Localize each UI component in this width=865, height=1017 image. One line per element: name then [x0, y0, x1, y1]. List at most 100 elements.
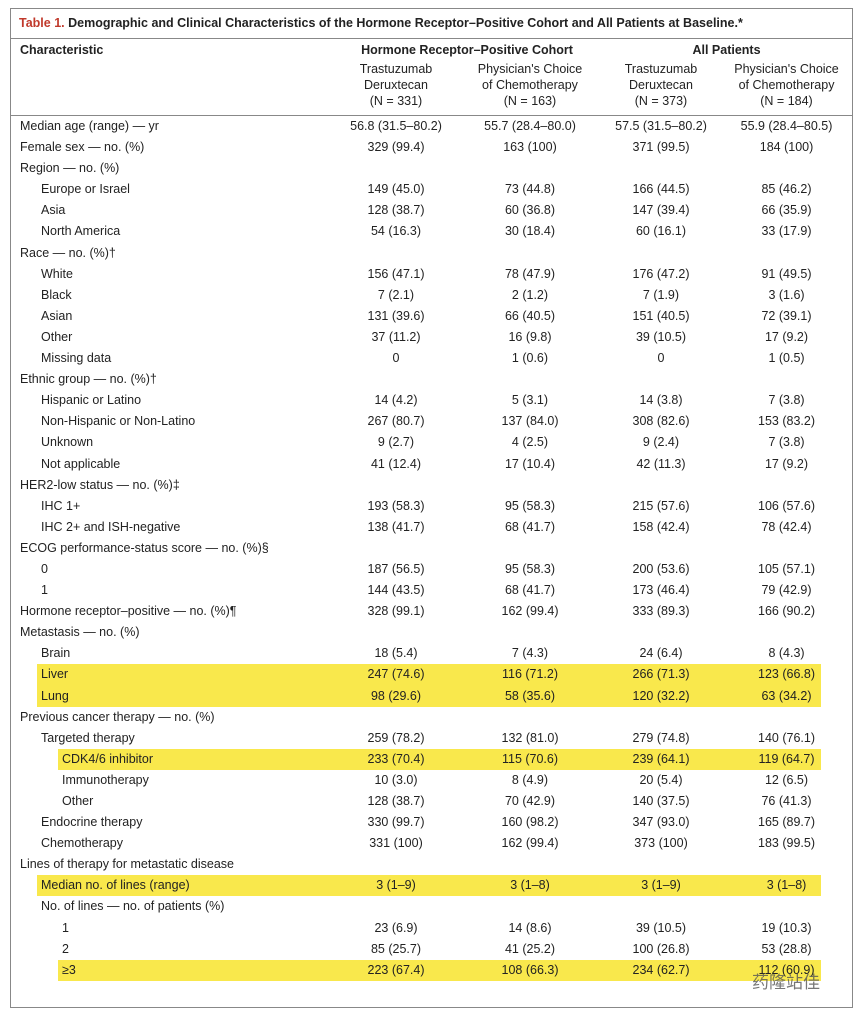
cell: 60 (16.1)	[635, 224, 687, 239]
table-row: Ethnic group — no. (%)†	[11, 369, 852, 390]
column-header-line: Deruxtecan	[629, 78, 693, 92]
cell: 0	[392, 351, 400, 366]
table-row: Unknown 9 (2.7) 4 (2.5) 9 (2.4) 7 (3.8)	[11, 432, 852, 453]
cell: 98 (29.6)	[333, 685, 459, 707]
table-row: Not applicable 41 (12.4) 17 (10.4) 42 (11.3…	[11, 454, 852, 475]
cell: 163 (100)	[503, 140, 557, 155]
row-label: Asian	[41, 308, 73, 323]
column-header-line: (N = 331)	[369, 94, 423, 108]
column-header: Physician's Choice of Chemotherapy (N = 16…	[459, 61, 601, 116]
row-label: Lines of therapy for metastatic disease	[20, 857, 235, 872]
row-label: 1	[62, 920, 69, 935]
cell: 158 (42.4)	[632, 519, 690, 534]
cell: 347 (93.0)	[632, 815, 690, 830]
row-label: Europe or Israel	[41, 182, 130, 197]
cell: 116 (71.2)	[459, 664, 601, 686]
cell: 331 (100)	[369, 836, 423, 851]
row-label: Ethnic group — no. (%)†	[20, 372, 157, 387]
cell: 112 (60.9)	[721, 959, 853, 981]
header-cell: Characteristic	[20, 43, 104, 57]
cell: 162 (99.4)	[501, 604, 559, 619]
cell	[333, 896, 459, 917]
cell	[601, 896, 721, 917]
row-label: Female sex — no. (%)	[20, 140, 145, 155]
cell: 73 (44.8)	[504, 182, 556, 197]
cell: 3 (1–8)	[459, 875, 601, 897]
column-header-row: Trastuzumab Deruxtecan (N = 331) Physician'…	[11, 61, 853, 116]
cell: 58 (35.6)	[459, 685, 601, 707]
cell	[601, 707, 721, 728]
cell: 14 (3.8)	[639, 393, 683, 408]
cell: 108 (66.3)	[459, 959, 601, 981]
row-label: No. of lines — no. of patients (%)	[41, 899, 225, 914]
title-label: Table 1.	[19, 16, 65, 30]
cell	[459, 475, 601, 496]
cell: 115 (70.6)	[459, 748, 601, 770]
cell	[721, 158, 852, 179]
cell: 70 (42.9)	[504, 794, 556, 808]
cell	[721, 896, 852, 917]
cell: 33 (17.9)	[761, 224, 812, 239]
cell	[721, 707, 852, 728]
table-row: CDK4/6 inhibitor 233 (70.4) 115 (70.6) 239 …	[11, 748, 853, 770]
cell: 106 (57.6)	[758, 498, 815, 513]
row-label: 1	[41, 583, 48, 598]
cell: 153 (83.2)	[758, 414, 815, 429]
row-label: Endocrine therapy	[41, 815, 143, 830]
cell: 14 (8.6)	[508, 920, 552, 935]
table-row: HER2-low status — no. (%)‡	[11, 475, 852, 496]
cell: 41 (25.2)	[504, 941, 556, 956]
table-row: Race — no. (%)†	[11, 243, 852, 264]
row-label: CDK4/6 inhibitor	[11, 748, 333, 770]
cell: 53 (28.8)	[761, 941, 812, 956]
cell: 200 (53.6)	[632, 561, 690, 576]
cell: 215 (57.6)	[632, 498, 690, 513]
cell: 147 (39.4)	[632, 203, 690, 218]
cell: 187 (56.5)	[367, 561, 425, 576]
table-row: IHC 1+ 193 (58.3) 95 (58.3) 215 (57.6) 106 (…	[11, 496, 852, 517]
cell	[459, 538, 601, 559]
table-row: Missing data 0 1 (0.6) 0 1 (0.5)	[11, 348, 852, 369]
row-label: Other	[41, 329, 73, 344]
cell: 328 (99.1)	[367, 604, 425, 619]
table-row: Lung 98 (29.6) 58 (35.6) 120 (32.2) 63 (34.2…	[11, 685, 853, 707]
table-row: Hormone receptor–positive — no. (%)¶ 328 …	[11, 601, 852, 622]
cell: 68 (41.7)	[504, 583, 556, 598]
cell	[721, 622, 852, 643]
cell	[601, 369, 721, 390]
cell: 7 (1.9)	[642, 287, 680, 302]
column-header-line: of Chemotherapy	[738, 78, 835, 92]
column-header: Physician's Choice of Chemotherapy (N = 18…	[721, 61, 852, 116]
row-label: Lung	[11, 685, 333, 707]
cell: 160 (98.2)	[501, 815, 559, 830]
cell: 165 (89.7)	[758, 815, 815, 830]
cell	[459, 707, 601, 728]
cell	[721, 369, 852, 390]
cell	[459, 369, 601, 390]
cell: 3 (1–9)	[601, 875, 721, 897]
cell	[333, 369, 459, 390]
table-row: Median age (range) — yr 56.8 (31.5–80.2) 5…	[11, 116, 852, 138]
table-row: Immunotherapy 10 (3.0) 8 (4.9) 20 (5.4) 12 (…	[11, 770, 852, 791]
cell: 329 (99.4)	[367, 140, 425, 155]
cell: 12 (6.5)	[764, 772, 809, 787]
cell: 24 (6.4)	[639, 646, 683, 661]
cell	[459, 158, 601, 179]
cell: 105 (57.1)	[758, 561, 815, 576]
cell: 14 (4.2)	[374, 393, 418, 408]
cell: 266 (71.3)	[601, 664, 721, 686]
table-row: Liver 247 (74.6) 116 (71.2) 266 (71.3) 123 (…	[11, 664, 853, 686]
cell: 233 (70.4)	[333, 748, 459, 770]
table-row: Region — no. (%)	[11, 158, 852, 179]
cell: 42 (11.3)	[636, 456, 686, 471]
cell: 4 (2.5)	[511, 435, 549, 450]
cell: 184 (100)	[759, 140, 814, 155]
cell: 144 (43.5)	[367, 583, 425, 598]
row-label: Unknown	[41, 435, 94, 450]
table-row: ≥3 223 (67.4) 108 (66.3) 234 (62.7) 112 (60.…	[11, 959, 853, 981]
cell: 149 (45.0)	[367, 182, 425, 197]
column-header-line: Physician's Choice	[477, 62, 583, 76]
cell: 140 (76.1)	[758, 730, 815, 745]
cell: 20 (5.4)	[639, 772, 683, 787]
